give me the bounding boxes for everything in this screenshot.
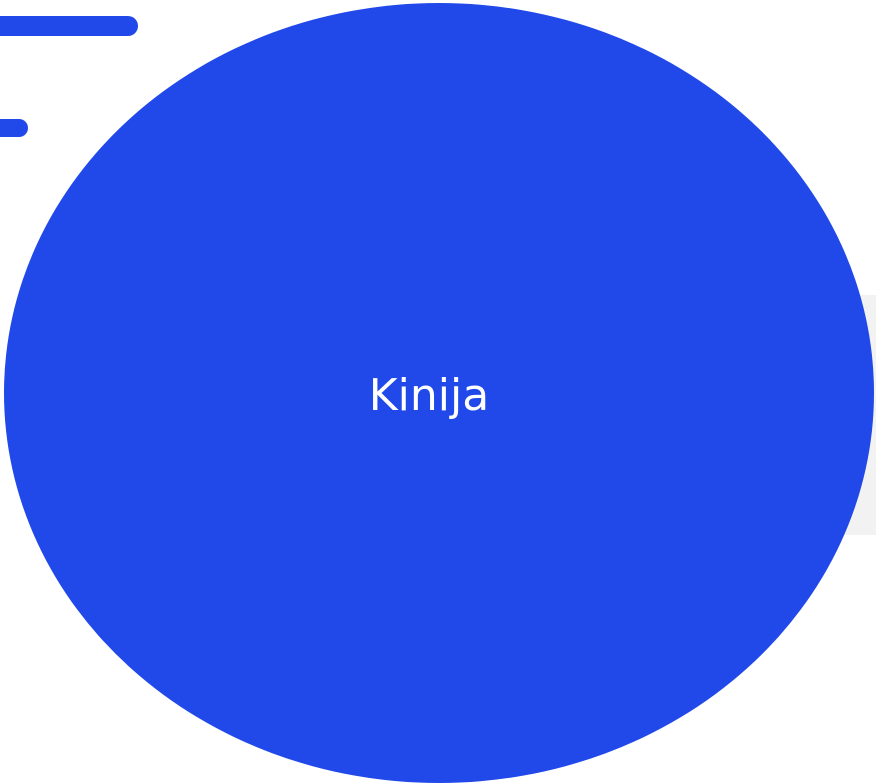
decorative-bar-top — [0, 16, 138, 36]
circle-label: Kinija — [368, 370, 490, 421]
decorative-bar-short — [0, 119, 28, 137]
circle-node: Kinija — [4, 3, 874, 783]
